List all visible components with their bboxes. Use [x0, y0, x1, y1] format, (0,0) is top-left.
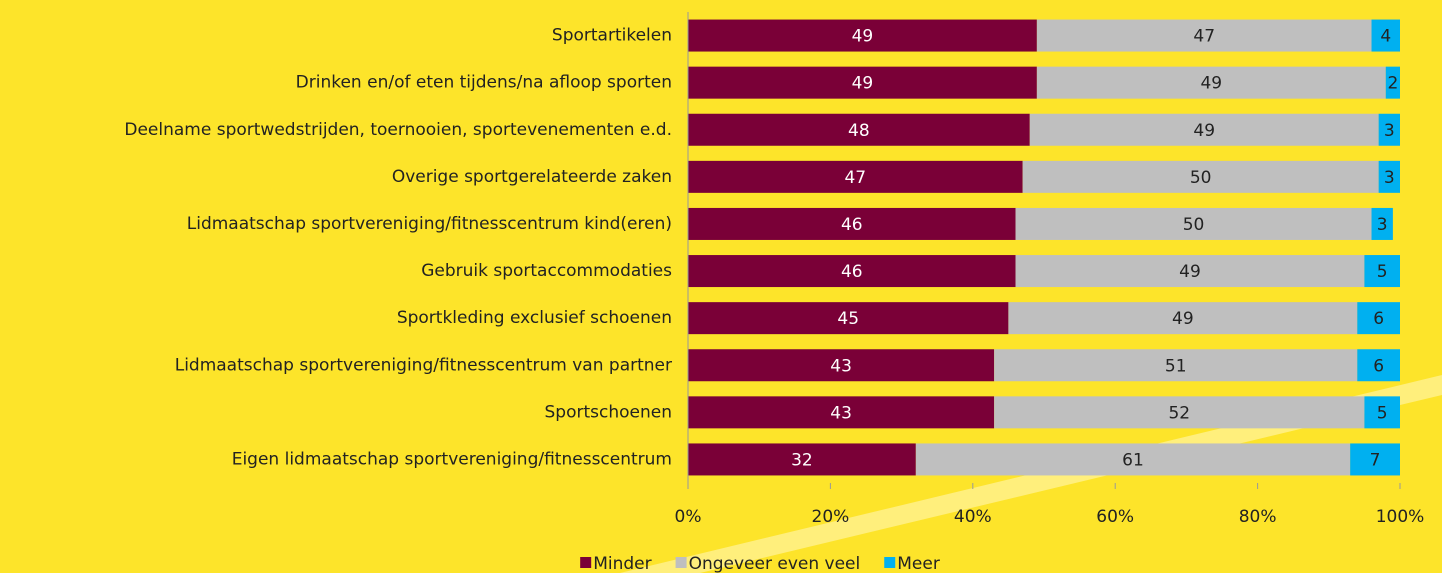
bar-segment — [1385, 66, 1400, 99]
bar-segment — [688, 160, 1023, 193]
category-label: Eigen lidmaatschap sportvereniging/fitne… — [232, 449, 672, 469]
x-tick-label: 60% — [1096, 507, 1134, 527]
bar-segment — [1364, 396, 1400, 429]
bar-segment — [688, 19, 1037, 52]
bar-segment — [1371, 19, 1400, 52]
value-label: 49 — [1179, 262, 1201, 282]
bar-segment — [1022, 160, 1379, 193]
value-label: 49 — [1193, 121, 1215, 141]
bar-segment — [1015, 255, 1365, 288]
category-label: Gebruik sportaccommodaties — [421, 261, 672, 281]
value-label: 43 — [830, 356, 852, 376]
value-label: 7 — [1370, 450, 1381, 470]
value-label: 5 — [1377, 262, 1388, 282]
bar-segment — [994, 349, 1358, 382]
value-label: 49 — [852, 74, 874, 94]
value-label: 43 — [830, 403, 852, 423]
value-label: 48 — [848, 121, 870, 141]
bar-segment — [1036, 66, 1386, 99]
bar-segment — [1364, 255, 1400, 288]
x-tick-label: 80% — [1239, 507, 1277, 527]
bar-segment — [688, 396, 995, 429]
bar-segment — [1008, 302, 1358, 335]
bar-segment — [1357, 302, 1400, 335]
value-label: 49 — [852, 27, 874, 47]
bar-segment — [688, 443, 916, 476]
x-tick-label: 0% — [675, 507, 702, 527]
value-label: 6 — [1373, 356, 1384, 376]
x-tick-label: 40% — [954, 507, 992, 527]
bar-segment — [1029, 113, 1379, 146]
bar-segment — [688, 255, 1016, 288]
value-label: 3 — [1384, 168, 1395, 188]
bar-segment — [688, 113, 1030, 146]
value-label: 32 — [791, 450, 813, 470]
legend-label: Meer — [897, 554, 940, 573]
value-label: 3 — [1384, 121, 1395, 141]
legend-swatch — [580, 557, 592, 568]
category-label: Sportkleding exclusief schoenen — [397, 308, 672, 328]
bar-segment — [1350, 443, 1400, 476]
bar-segment — [1371, 207, 1393, 240]
value-label: 46 — [841, 262, 863, 282]
legend-label: Minder — [593, 554, 651, 573]
bar-segment — [994, 396, 1365, 429]
value-label: 50 — [1190, 168, 1212, 188]
category-label: Sportartikelen — [552, 26, 672, 46]
value-label: 4 — [1380, 27, 1391, 47]
bar-segment — [1015, 207, 1372, 240]
bar-segment — [688, 302, 1009, 335]
value-label: 2 — [1387, 74, 1398, 94]
value-label: 52 — [1168, 403, 1190, 423]
value-label: 3 — [1377, 215, 1388, 235]
legend-swatch — [675, 557, 687, 568]
bar-segment — [688, 66, 1037, 99]
bar-segment — [1378, 113, 1400, 146]
value-label: 50 — [1183, 215, 1205, 235]
legend-label: Ongeveer even veel — [689, 554, 861, 573]
value-label: 61 — [1122, 450, 1144, 470]
bar-segment — [1357, 349, 1400, 382]
legend-swatch — [884, 557, 896, 568]
bar-segment — [915, 443, 1351, 476]
value-label: 47 — [1193, 27, 1215, 47]
category-label: Overige sportgerelateerde zaken — [392, 167, 672, 187]
value-label: 6 — [1373, 309, 1384, 329]
bar-segment — [1378, 160, 1400, 193]
value-label: 46 — [841, 215, 863, 235]
value-label: 51 — [1165, 356, 1187, 376]
value-label: 5 — [1377, 403, 1388, 423]
bar-segment — [688, 207, 1016, 240]
x-tick-label: 20% — [812, 507, 850, 527]
value-label: 49 — [1200, 74, 1222, 94]
bar-segment — [688, 349, 995, 382]
category-label: Lidmaatschap sportvereniging/fitnesscent… — [175, 355, 672, 375]
category-label: Lidmaatschap sportvereniging/fitnesscent… — [187, 214, 672, 234]
category-label: Deelname sportwedstrijden, toernooien, s… — [124, 120, 672, 140]
category-label: Sportschoenen — [545, 402, 672, 422]
value-label: 45 — [837, 309, 859, 329]
x-tick-label: 100% — [1376, 507, 1425, 527]
value-label: 47 — [844, 168, 866, 188]
value-label: 49 — [1172, 309, 1194, 329]
bar-segment — [1036, 19, 1372, 52]
category-label: Drinken en/of eten tijdens/na afloop spo… — [296, 73, 672, 93]
